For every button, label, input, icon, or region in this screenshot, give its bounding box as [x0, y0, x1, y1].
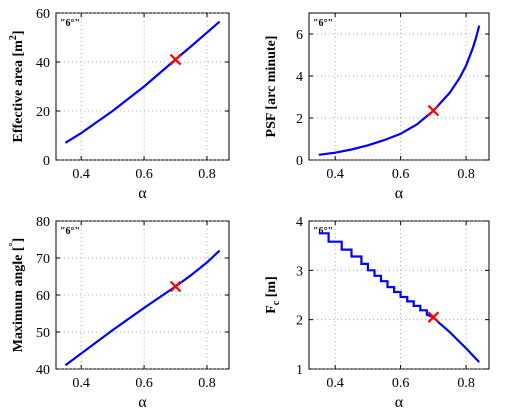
x-tick-label: 0.8 [457, 376, 475, 391]
x-tick-label: 0.6 [135, 167, 153, 182]
y-axis-label-part: ] [11, 238, 26, 243]
x-tick-label: 0.6 [392, 376, 410, 391]
chart-2: 0.4 0.6 0.8 0 2 4 6 α PSF [arc minute] "6°" [264, 12, 490, 202]
panel-annotation: "6°" [60, 18, 80, 29]
x-tick-label: 0.4 [72, 167, 90, 182]
y-tick-label: 4 [296, 70, 303, 85]
series-line [64, 249, 221, 367]
y-axis-label: Fc [m] [264, 276, 282, 314]
y-tick-label: 50 [36, 326, 50, 341]
x-axis-label: α [138, 394, 147, 410]
panel-annotation: "6°" [313, 226, 333, 237]
chart-3: 0.4 0.6 0.8 40 50 60 70 80 α Maximum angle [°] "6°… [8, 215, 230, 410]
panel-annotation: "6°" [60, 226, 80, 237]
selected-point-marker [427, 311, 440, 323]
y-axis-label-part: Maximum angle [ [11, 246, 26, 352]
axes-frame [55, 220, 230, 370]
y-tick-label: 40 [36, 363, 50, 378]
y-tick-label: 6 [296, 28, 303, 43]
y-tick-label: 2 [296, 112, 303, 127]
x-tick-label: 0.4 [326, 167, 344, 182]
x-tick-label: 0.4 [72, 376, 90, 391]
y-tick-label: 0 [43, 154, 50, 169]
x-tick-label: 0.8 [457, 167, 475, 182]
y-axis-label-part: 2 [8, 35, 19, 40]
x-tick-label: 0.8 [198, 167, 216, 182]
y-axis-label-part: PSF [arc minute] [264, 36, 279, 138]
y-tick-label: 3 [296, 264, 303, 279]
y-axis-label: Effective area [m2] [8, 30, 26, 142]
y-tick-label: 80 [36, 215, 50, 230]
x-axis-label: α [138, 185, 147, 202]
y-tick-label: 0 [296, 154, 303, 169]
series-line [64, 20, 221, 144]
chart-4: 0.4 0.6 0.8 1 2 3 4 α Fc [m] "6°" [264, 215, 490, 410]
x-tick-label: 0.6 [135, 376, 153, 391]
y-tick-label: 60 [36, 7, 50, 22]
panel-annotation: "6°" [313, 18, 333, 29]
x-tick-label: 0.6 [392, 167, 410, 182]
y-axis-label-part: F [264, 305, 279, 314]
y-axis-label: PSF [arc minute] [264, 36, 279, 138]
y-tick-label: 40 [36, 56, 50, 71]
axes-frame [308, 220, 490, 370]
y-tick-label: 70 [36, 252, 50, 267]
y-axis-label-part: c [271, 300, 282, 305]
y-tick-label: 2 [296, 314, 303, 329]
y-axis-label-part: [m] [264, 276, 279, 301]
y-tick-label: 60 [36, 289, 50, 304]
selected-point-marker [169, 53, 182, 66]
selected-point-marker [427, 104, 440, 117]
y-axis-label-part: ° [8, 242, 19, 246]
x-tick-label: 0.4 [326, 376, 344, 391]
y-axis-label-part: ] [11, 30, 26, 35]
y-axis-label: Maximum angle [°] [8, 238, 26, 352]
chart-1: 0.4 0.6 0.8 0 20 40 60 α Effective area [m2] "6°" [8, 7, 230, 202]
y-tick-label: 20 [36, 105, 50, 120]
y-axis-label-part: Effective area [m [11, 40, 26, 143]
axes-frame [308, 12, 490, 161]
y-tick-label: 4 [296, 215, 303, 230]
x-tick-label: 0.8 [198, 376, 216, 391]
x-axis-label: α [395, 185, 404, 202]
series-line [318, 25, 481, 156]
x-axis-label: α [395, 394, 404, 410]
selected-point-marker [169, 280, 182, 293]
y-tick-label: 1 [296, 363, 303, 378]
